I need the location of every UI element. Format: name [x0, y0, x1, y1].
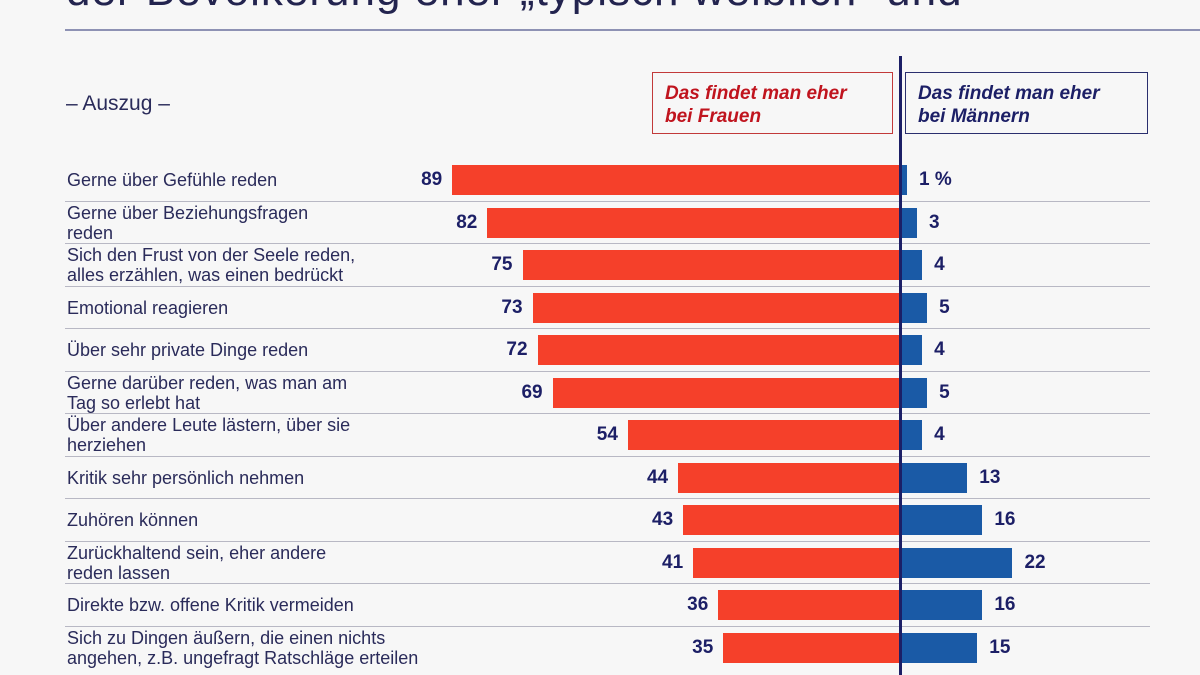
chart-row: Über sehr private Dinge reden 72 4: [0, 328, 1200, 371]
value-label-men: 4: [934, 339, 945, 360]
value-label-men: 13: [979, 466, 1001, 488]
bar-women: [487, 207, 899, 238]
bar-women: [552, 377, 899, 408]
value-label-men: 15: [989, 636, 1011, 658]
chart-row: Über andere Leute lästern, über sie herz…: [0, 413, 1200, 456]
legend-men: Das findet man eher bei Männern: [905, 72, 1148, 134]
chart-row: Kritik sehr persönlich nehmen 44 13: [0, 455, 1200, 499]
chart-title: der Bevölkerung eher „typisch weiblich“ …: [66, 0, 963, 16]
bar-women: [718, 590, 899, 620]
chart-row: Gerne über Gefühle reden 89 1 %: [0, 159, 1200, 201]
row-divider: [65, 583, 1150, 584]
value-label-men: 4: [934, 254, 945, 275]
category-label: Zurückhaltend sein, eher andere reden la…: [67, 542, 327, 583]
row-divider: [65, 625, 1150, 627]
category-label: Gerne über Beziehungsfragen reden: [67, 202, 309, 243]
legend-women-label: Das findet man eher bei Frauen: [665, 83, 847, 127]
chart-row: Sich zu Dingen äußern, die einen nichts …: [0, 625, 1200, 669]
category-label: Über andere Leute lästern, über sie herz…: [67, 415, 351, 455]
bar-men: [902, 207, 918, 238]
bar-women: [537, 335, 899, 365]
center-axis: [899, 56, 902, 675]
category-label: Emotional reagieren: [67, 297, 229, 318]
bar-women: [678, 462, 899, 493]
chart-row: Gerne darüber reden, was man am Tag so e…: [0, 370, 1200, 414]
bar-women: [627, 420, 899, 450]
chart-row: Sich den Frust von der Seele reden, alle…: [0, 243, 1200, 286]
bar-men: [902, 632, 978, 663]
row-divider: [65, 498, 1150, 499]
bar-men: [902, 505, 983, 535]
row-divider: [65, 413, 1150, 414]
value-label-women: 75: [491, 254, 513, 275]
bar-women: [522, 250, 899, 280]
bar-men: [902, 165, 908, 195]
bar-men: [902, 420, 923, 450]
bar-women: [452, 165, 899, 195]
category-label: Direkte bzw. offene Kritik vermeiden: [67, 595, 354, 615]
value-label-women: 36: [687, 594, 709, 615]
chart-row: Gerne über Beziehungsfragen reden 82 3: [0, 200, 1200, 244]
row-divider: [65, 455, 1150, 457]
category-label: Über sehr private Dinge reden: [67, 340, 309, 360]
category-label: Sich zu Dingen äußern, die einen nichts …: [67, 627, 419, 668]
bar-women: [693, 547, 899, 578]
title-divider: [65, 29, 1200, 31]
category-label: Zuhören können: [67, 510, 199, 530]
value-label-women: 72: [506, 339, 528, 360]
row-divider: [65, 200, 1150, 202]
value-label-men: 1 %: [919, 169, 952, 190]
category-label: Sich den Frust von der Seele reden, alle…: [67, 245, 356, 285]
bar-men: [902, 377, 928, 408]
bar-men: [902, 335, 923, 365]
value-label-women: 35: [692, 636, 714, 658]
row-divider: [65, 328, 1150, 329]
subtitle: – Auszug –: [66, 92, 170, 115]
bar-men: [902, 250, 923, 280]
legend-women: Das findet man eher bei Frauen: [652, 72, 893, 134]
value-label-men: 16: [994, 594, 1016, 615]
bar-men: [902, 292, 928, 323]
value-label-women: 89: [421, 169, 443, 190]
value-label-women: 44: [646, 466, 669, 488]
value-label-women: 82: [456, 211, 478, 233]
value-label-women: 54: [596, 424, 618, 445]
row-divider: [65, 370, 1150, 372]
chart-row: Zuhören können 43 16: [0, 498, 1200, 541]
value-label-women: 41: [662, 551, 684, 573]
category-label: Gerne darüber reden, was man am Tag so e…: [67, 372, 348, 413]
category-label: Kritik sehr persönlich nehmen: [67, 467, 305, 488]
value-label-men: 3: [929, 211, 940, 233]
value-label-men: 5: [939, 296, 950, 318]
bar-women: [723, 632, 899, 663]
bar-women: [683, 505, 899, 535]
chart-row: Direkte bzw. offene Kritik vermeiden 36 16: [0, 583, 1200, 626]
value-label-women: 73: [501, 296, 523, 318]
bar-men: [902, 590, 983, 620]
row-divider: [65, 285, 1150, 287]
legend-men-label: Das findet man eher bei Männern: [918, 83, 1100, 127]
row-divider: [65, 540, 1150, 542]
bar-women: [532, 292, 899, 323]
row-divider: [65, 243, 1150, 244]
value-label-women: 69: [521, 381, 543, 403]
bar-men: [902, 547, 1013, 578]
chart-row: Zurückhaltend sein, eher andere reden la…: [0, 540, 1200, 584]
value-label-men: 16: [994, 509, 1016, 530]
value-label-men: 4: [934, 424, 945, 445]
chart-row: Emotional reagieren 73 5: [0, 285, 1200, 329]
value-label-women: 43: [652, 509, 674, 530]
value-label-men: 22: [1024, 551, 1046, 573]
value-label-men: 5: [939, 381, 950, 403]
bar-men: [902, 462, 968, 493]
category-label: Gerne über Gefühle reden: [67, 170, 278, 190]
